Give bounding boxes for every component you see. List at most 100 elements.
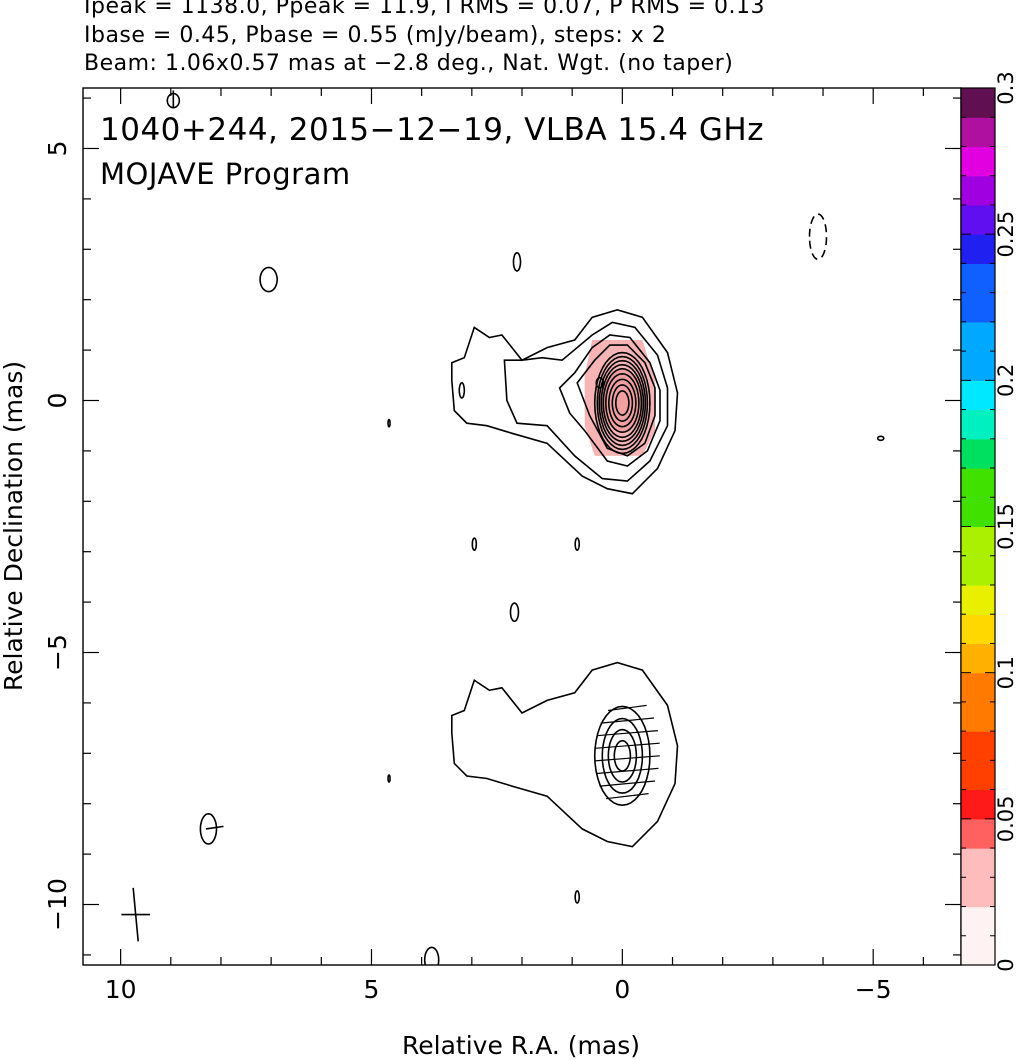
colorbar-band <box>961 731 995 747</box>
colorbar-band <box>961 219 995 235</box>
evpa-vector <box>596 767 659 775</box>
colorbar-band <box>961 438 995 455</box>
colorbar-band <box>961 804 995 820</box>
colorbar-tick-label: 0.2 <box>994 364 1018 397</box>
colorbar-band <box>961 307 995 323</box>
colorbar-band <box>961 950 995 966</box>
evpa-panel-contour <box>601 717 644 794</box>
y-tick-label: 5 <box>43 141 72 157</box>
y-tick-label: 0 <box>43 393 72 409</box>
colorbar-band <box>961 935 995 951</box>
evpa-panel-contour <box>613 739 632 772</box>
noise-contour <box>199 812 218 845</box>
evpa-vector <box>606 793 649 800</box>
colorbar-band <box>961 906 995 922</box>
contour-core-ring <box>614 390 630 416</box>
colorbar-tick-label: 0 <box>994 958 1018 971</box>
colorbar-band <box>961 658 995 674</box>
colorbar-band <box>961 190 995 206</box>
colorbar-band <box>961 146 995 162</box>
noise-contour <box>259 266 279 293</box>
colorbar-band <box>961 424 995 440</box>
contour-outer <box>451 308 679 495</box>
colorbar-band <box>961 774 995 791</box>
y-tick-label: −5 <box>43 634 72 671</box>
evpa-vector <box>599 780 656 787</box>
contour-core-ring <box>598 359 647 447</box>
colorbar-band <box>961 848 995 864</box>
colorbar <box>960 87 996 966</box>
colorbar-band <box>961 161 995 177</box>
colorbar-band <box>961 643 995 659</box>
x-tick-label: 0 <box>614 975 630 1004</box>
contour-core-ring <box>600 363 645 443</box>
x-tick-label: −5 <box>855 975 892 1004</box>
colorbar-band <box>961 584 995 601</box>
colorbar-band <box>961 263 995 279</box>
contour-island <box>595 376 605 389</box>
noise-contour <box>876 435 885 442</box>
contour-core-ring <box>611 384 634 423</box>
header-peak-stats: Ipeak = 1138.0, Ppeak = 11.9, I RMS = 0.… <box>84 0 765 19</box>
contour-layer <box>121 90 885 965</box>
header-beam-info: Beam: 1.06x0.57 mas at −2.8 deg., Nat. W… <box>84 51 734 76</box>
colorbar-band <box>961 672 995 688</box>
colorbar-band <box>961 599 995 615</box>
x-tick-label: 10 <box>105 975 137 1004</box>
text-layer: 1040+244, 2015−12−19, VLBA 15.4 GHz MOJAV… <box>0 71 1018 1060</box>
colorbar-band <box>961 789 995 805</box>
colorbar-tick-label: 0.1 <box>994 656 1018 689</box>
contour-island <box>458 382 466 399</box>
colorbar-band <box>961 380 995 396</box>
chart-subtitle: MOJAVE Program <box>100 157 351 191</box>
colorbar-band <box>961 877 995 893</box>
colorbar-band <box>961 716 995 732</box>
colorbar-band <box>961 234 995 250</box>
noise-contour <box>387 774 391 783</box>
colorbar-band <box>961 760 995 776</box>
colorbar-band <box>961 321 995 338</box>
evpa-panel-contour <box>607 728 638 783</box>
colorbar-band <box>961 453 995 469</box>
x-tick-label: 5 <box>364 975 380 1004</box>
noise-contour <box>509 602 520 623</box>
contour-core-ring <box>604 372 640 434</box>
contour-core-ring <box>602 367 643 439</box>
noise-contour <box>423 946 440 965</box>
colorbar-band <box>961 541 995 557</box>
tick-layer <box>83 88 961 965</box>
colorbar-band <box>961 921 995 937</box>
colorbar-band <box>961 833 995 849</box>
evpa-vector <box>596 730 658 737</box>
evpa-vector <box>594 742 660 749</box>
evpa-vector <box>594 755 660 762</box>
y-tick-label: −10 <box>43 878 72 931</box>
colorbar-band <box>961 526 995 542</box>
negative-contour <box>808 213 828 261</box>
colorbar-band <box>961 862 995 878</box>
noise-contour <box>471 537 478 552</box>
colorbar-tick-label: 0.25 <box>994 211 1018 258</box>
colorbar-band <box>961 570 995 586</box>
colorbar-band <box>961 701 995 718</box>
contour-core-ring <box>607 378 637 428</box>
colorbar-band <box>961 628 995 645</box>
colorbar-tick-label: 0.3 <box>994 71 1018 104</box>
contour-core-1 <box>576 344 656 457</box>
noise-tick <box>205 825 224 830</box>
header-base-levels: Ibase = 0.45, Pbase = 0.55 (mJy/beam), s… <box>84 23 667 48</box>
colorbar-band <box>961 818 995 835</box>
colorbar-band <box>961 687 995 703</box>
colorbar-band <box>961 102 995 118</box>
colorbar-band <box>961 336 995 352</box>
noise-contour <box>574 890 580 904</box>
evpa-panel-outer-contour <box>451 661 679 848</box>
colorbar-band <box>961 511 995 528</box>
colorbar-band <box>961 745 995 761</box>
colorbar-band <box>961 555 995 571</box>
x-axis-label: Relative R.A. (mas) <box>402 1031 640 1060</box>
evpa-vector <box>600 717 655 724</box>
colorbar-band <box>961 204 995 221</box>
noise-contour <box>387 418 391 428</box>
colorbar-band <box>961 131 995 148</box>
